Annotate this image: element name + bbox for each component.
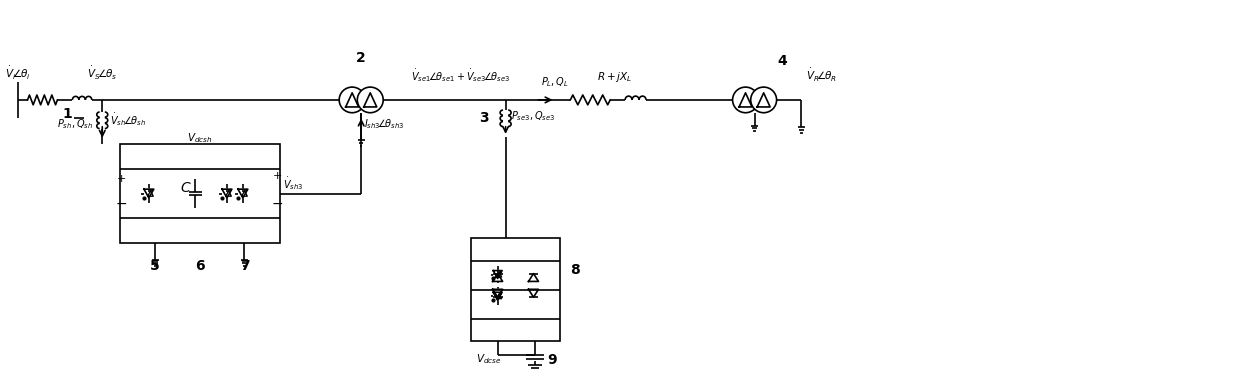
- Text: 6: 6: [195, 259, 204, 273]
- Text: $V_{dcsh}$: $V_{dcsh}$: [187, 131, 213, 145]
- Text: $P_{se3},Q_{se3}$: $P_{se3},Q_{se3}$: [510, 110, 555, 123]
- Text: 5: 5: [150, 259, 160, 273]
- Bar: [471, 238, 560, 341]
- Circle shape: [339, 87, 366, 113]
- Polygon shape: [529, 289, 539, 297]
- Text: +: +: [116, 174, 126, 184]
- Text: $V_{dcse}$: $V_{dcse}$: [476, 352, 502, 366]
- Text: 7: 7: [239, 259, 249, 273]
- Text: $R+jX_L$: $R+jX_L$: [597, 70, 633, 84]
- Text: 3: 3: [479, 111, 488, 125]
- Bar: [120, 144, 280, 243]
- Polygon shape: [222, 189, 232, 198]
- Text: −: −: [116, 197, 128, 211]
- Polygon shape: [493, 289, 503, 297]
- Text: $C$: $C$: [181, 181, 192, 195]
- Polygon shape: [144, 189, 154, 198]
- Polygon shape: [493, 274, 503, 281]
- Text: $I_{sh3}\!\angle\!\theta_{sh3}$: $I_{sh3}\!\angle\!\theta_{sh3}$: [364, 118, 405, 131]
- Text: +: +: [273, 171, 282, 181]
- Text: 4: 4: [778, 55, 787, 68]
- Text: 9: 9: [548, 353, 556, 367]
- Polygon shape: [238, 189, 248, 198]
- Polygon shape: [493, 271, 502, 279]
- Text: $\dot{V}_i\!\angle\!\theta_i$: $\dot{V}_i\!\angle\!\theta_i$: [5, 65, 31, 82]
- Text: $\dot{V}_{se1}\!\angle\!\theta_{se1}+\dot{V}_{se3}\!\angle\!\theta_{se3}$: $\dot{V}_{se1}\!\angle\!\theta_{se1}+\do…: [411, 67, 510, 84]
- Polygon shape: [529, 274, 539, 281]
- Text: −: −: [271, 197, 284, 211]
- Text: $\dot{V}_{sh3}$: $\dot{V}_{sh3}$: [282, 175, 304, 192]
- Text: 8: 8: [570, 263, 580, 277]
- Text: $P_L,Q_L$: $P_L,Q_L$: [541, 75, 570, 89]
- Text: 2: 2: [357, 51, 366, 65]
- Text: 1: 1: [62, 107, 72, 121]
- Text: $\dot{V}_{sh}\!\angle\!\theta_{sh}$: $\dot{V}_{sh}\!\angle\!\theta_{sh}$: [110, 111, 146, 128]
- Text: $\dot{V}_S\!\angle\!\theta_s$: $\dot{V}_S\!\angle\!\theta_s$: [87, 65, 118, 82]
- Circle shape: [751, 87, 777, 113]
- Polygon shape: [493, 292, 502, 300]
- Text: $P_{sh},Q_{sh}$: $P_{sh},Q_{sh}$: [57, 118, 94, 131]
- Text: $\dot{V}_R\!\angle\!\theta_R$: $\dot{V}_R\!\angle\!\theta_R$: [807, 67, 838, 84]
- Circle shape: [357, 87, 383, 113]
- Circle shape: [732, 87, 758, 113]
